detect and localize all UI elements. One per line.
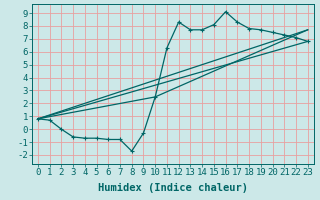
X-axis label: Humidex (Indice chaleur): Humidex (Indice chaleur) [98,183,248,193]
